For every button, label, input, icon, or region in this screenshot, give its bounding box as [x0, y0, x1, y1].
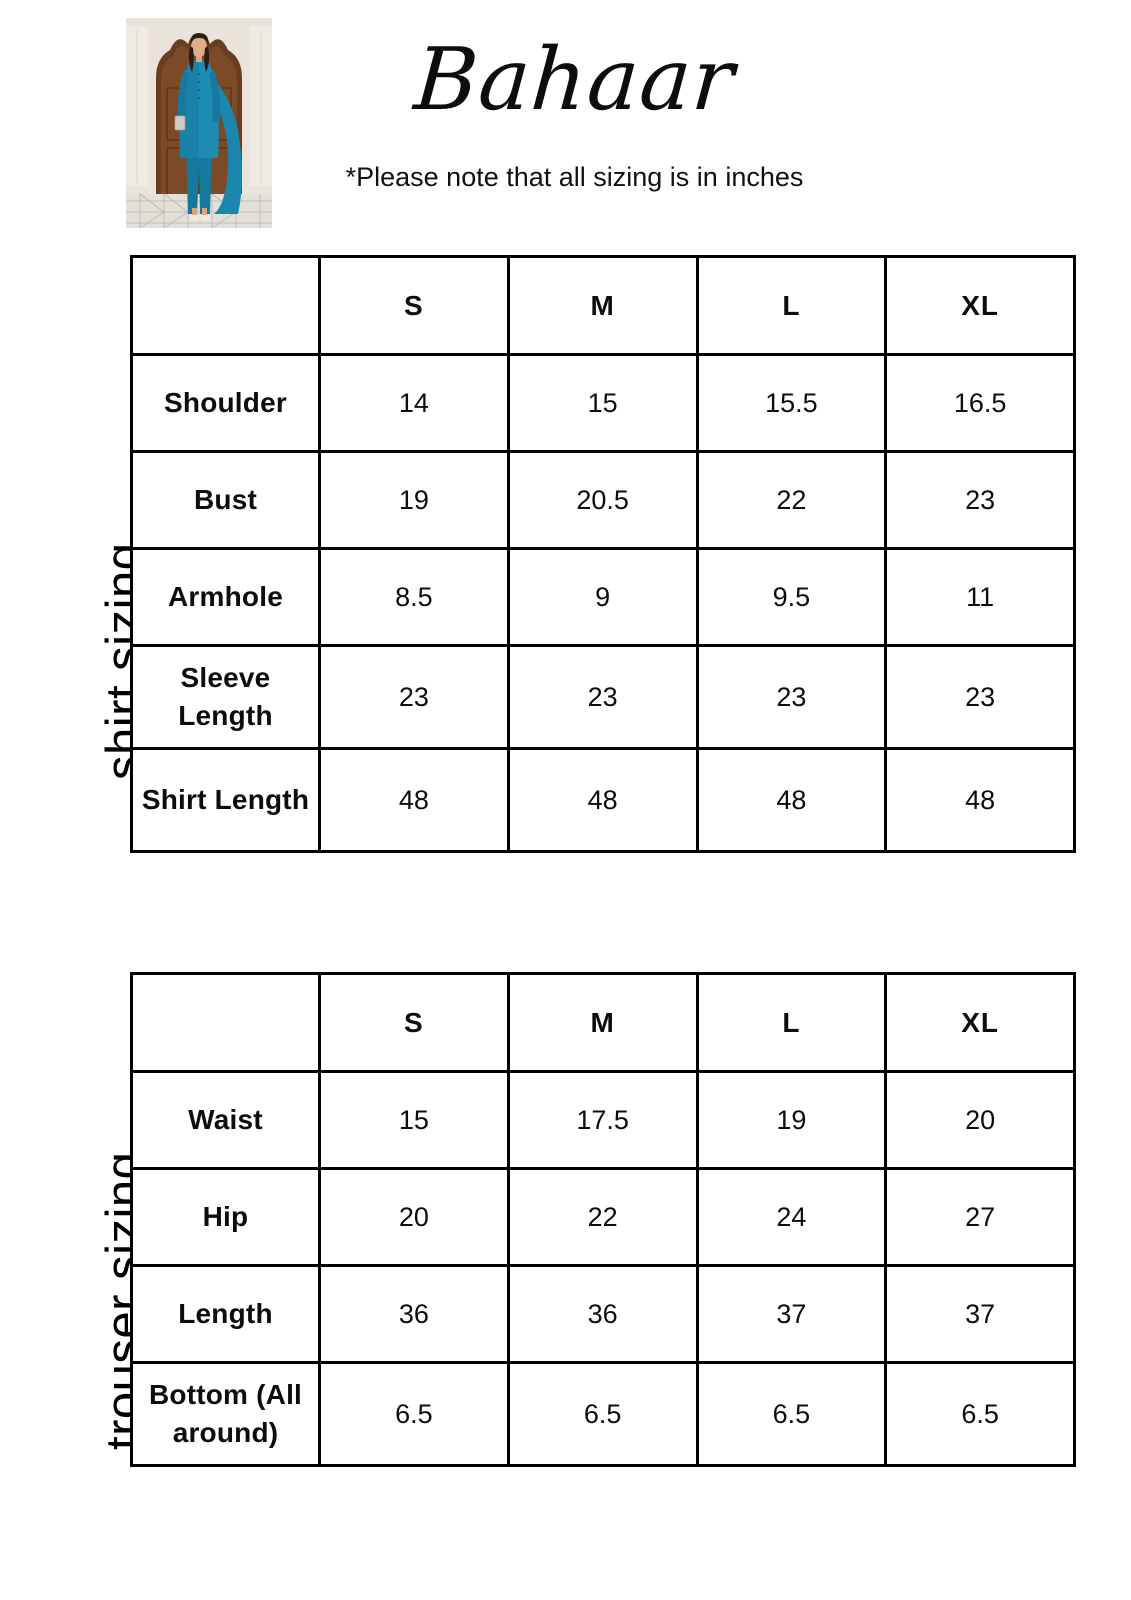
size-header-s: S	[318, 255, 510, 356]
table-row: Bottom (All around) 6.5 6.5 6.5 6.5	[130, 1361, 1076, 1467]
cell-hip-xl: 27	[884, 1167, 1076, 1267]
product-photo-illustration	[126, 18, 272, 228]
cell-shoulder-l: 15.5	[695, 353, 888, 453]
cell-armhole-s: 8.5	[318, 547, 510, 647]
cell-waist-s: 15	[318, 1070, 510, 1170]
cell-armhole-l: 9.5	[695, 547, 888, 647]
cell-bust-xl: 23	[884, 450, 1076, 550]
cell-hip-s: 20	[318, 1167, 510, 1267]
cell-sleeve-length-m: 23	[506, 644, 699, 750]
cell-shirt-length-s: 48	[318, 747, 510, 853]
table-row: Hip 20 22 24 27	[130, 1167, 1076, 1267]
size-header-xl: XL	[884, 255, 1076, 356]
cell-bottom-xl: 6.5	[884, 1361, 1076, 1467]
cell-bust-l: 22	[695, 450, 888, 550]
row-label-bust: Bust	[130, 450, 321, 550]
cell-length-m: 36	[506, 1264, 699, 1364]
row-label-hip: Hip	[130, 1167, 321, 1267]
row-label-bottom-all-around: Bottom (All around)	[130, 1361, 321, 1467]
table-row: Waist 15 17.5 19 20	[130, 1070, 1076, 1170]
size-header-s: S	[318, 972, 510, 1073]
cell-shoulder-m: 15	[506, 353, 699, 453]
cell-shirt-length-l: 48	[695, 747, 888, 853]
corner-cell	[130, 255, 321, 356]
cell-length-l: 37	[695, 1264, 888, 1364]
cell-length-xl: 37	[884, 1264, 1076, 1364]
page-header: Bahaar *Please note that all sizing is i…	[0, 0, 1131, 240]
cell-bottom-l: 6.5	[695, 1361, 888, 1467]
sizing-note: *Please note that all sizing is in inche…	[345, 162, 804, 192]
corner-cell	[130, 972, 321, 1073]
shirt-sizing-table: S M L XL Shoulder 14 15 15.5 16.5 Bust 1…	[130, 255, 1076, 853]
table-row: Sleeve Length 23 23 23 23	[130, 644, 1076, 750]
cell-hip-l: 24	[695, 1167, 888, 1267]
size-header-m: M	[506, 255, 699, 356]
brand-title: Bahaar	[411, 30, 738, 130]
cell-bottom-m: 6.5	[506, 1361, 699, 1467]
cell-bottom-s: 6.5	[318, 1361, 510, 1467]
size-header-l: L	[695, 972, 888, 1073]
table-header-row: S M L XL	[130, 255, 1076, 356]
cell-bust-s: 19	[318, 450, 510, 550]
cell-armhole-m: 9	[506, 547, 699, 647]
cell-sleeve-length-xl: 23	[884, 644, 1076, 750]
row-label-waist: Waist	[130, 1070, 321, 1170]
table-row: Length 36 36 37 37	[130, 1264, 1076, 1364]
cell-bust-m: 20.5	[506, 450, 699, 550]
cell-sleeve-length-l: 23	[695, 644, 888, 750]
cell-sleeve-length-s: 23	[318, 644, 510, 750]
row-label-sleeve-length: Sleeve Length	[130, 644, 321, 750]
size-header-m: M	[506, 972, 699, 1073]
table-row: Armhole 8.5 9 9.5 11	[130, 547, 1076, 647]
cell-shoulder-s: 14	[318, 353, 510, 453]
table-row: Bust 19 20.5 22 23	[130, 450, 1076, 550]
cell-shirt-length-xl: 48	[884, 747, 1076, 853]
table-header-row: S M L XL	[130, 972, 1076, 1073]
cell-shoulder-xl: 16.5	[884, 353, 1076, 453]
cell-shirt-length-m: 48	[506, 747, 699, 853]
table-row: Shoulder 14 15 15.5 16.5	[130, 353, 1076, 453]
cell-waist-l: 19	[695, 1070, 888, 1170]
size-header-l: L	[695, 255, 888, 356]
trouser-sizing-table: S M L XL Waist 15 17.5 19 20 Hip 20 22 2…	[130, 972, 1076, 1467]
cell-hip-m: 22	[506, 1167, 699, 1267]
cell-waist-m: 17.5	[506, 1070, 699, 1170]
row-label-shoulder: Shoulder	[130, 353, 321, 453]
table-row: Shirt Length 48 48 48 48	[130, 747, 1076, 853]
cell-length-s: 36	[318, 1264, 510, 1364]
cell-waist-xl: 20	[884, 1070, 1076, 1170]
cell-armhole-xl: 11	[884, 547, 1076, 647]
row-label-length: Length	[130, 1264, 321, 1364]
row-label-shirt-length: Shirt Length	[130, 747, 321, 853]
size-header-xl: XL	[884, 972, 1076, 1073]
product-photo	[126, 18, 272, 228]
row-label-armhole: Armhole	[130, 547, 321, 647]
